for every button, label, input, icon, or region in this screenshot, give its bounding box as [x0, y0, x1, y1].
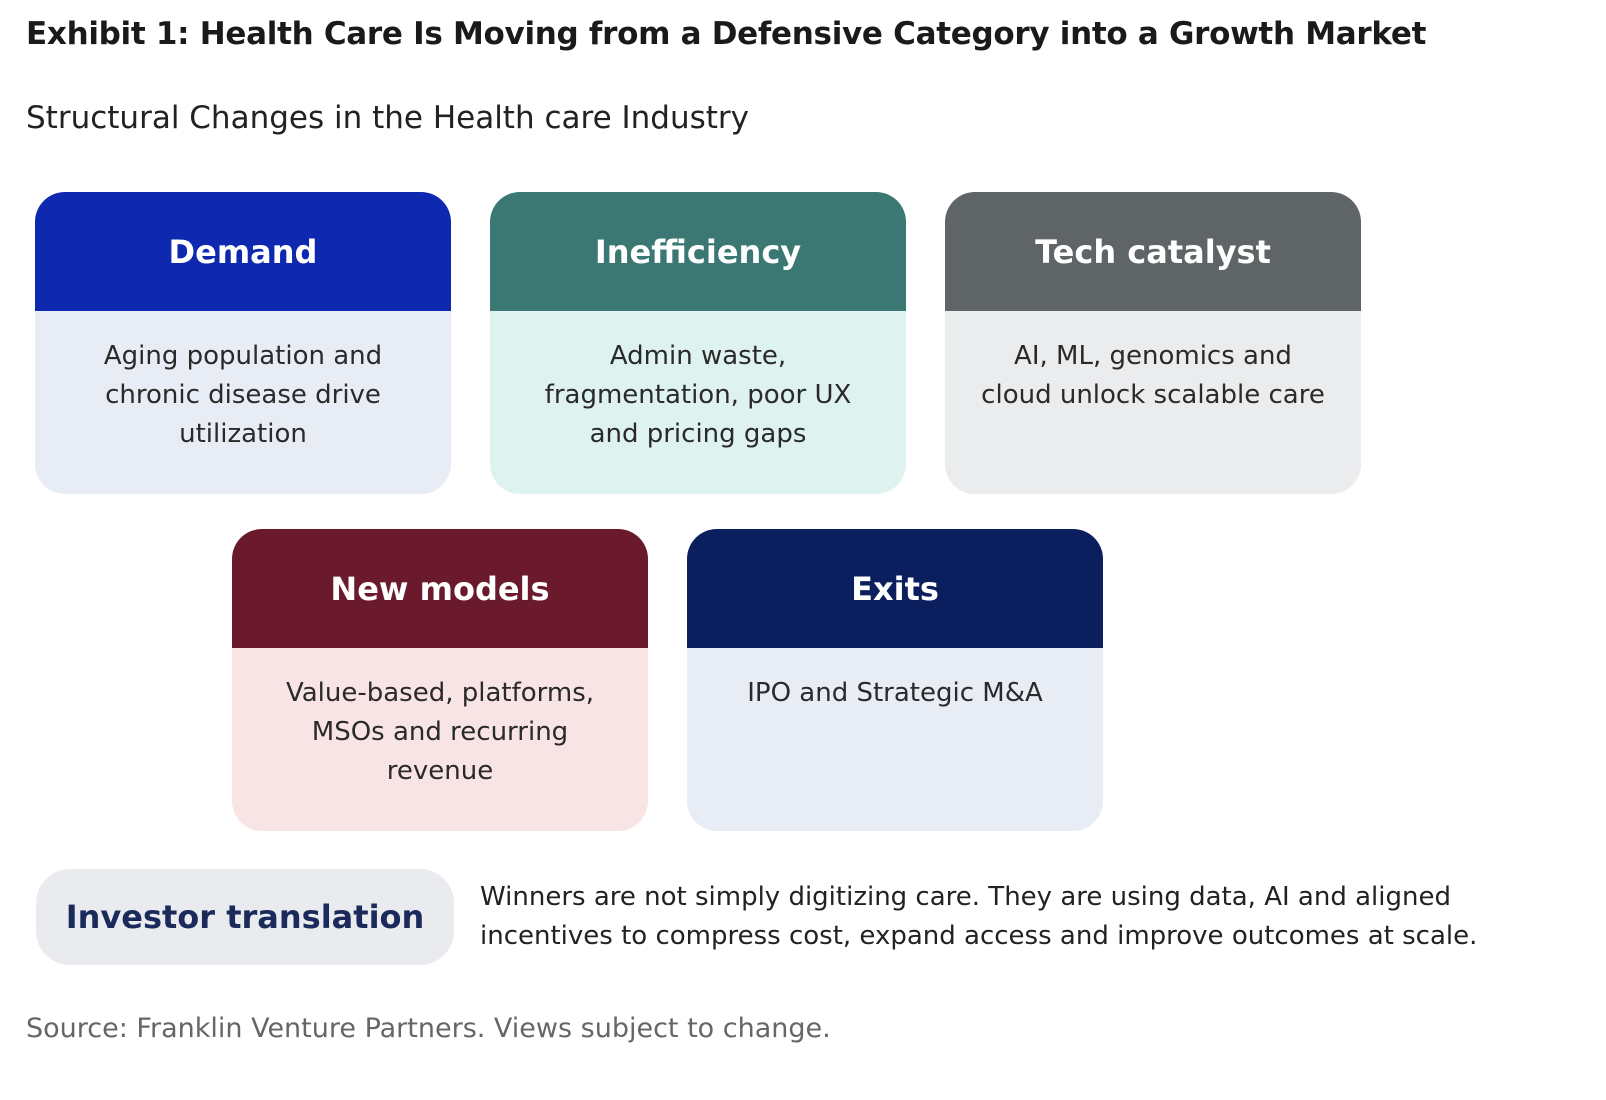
investor-translation-label: Investor translation	[36, 869, 454, 965]
card-demand: Demand Aging population and chronic dise…	[35, 192, 451, 494]
investor-translation-text: Winners are not simply digitizing care. …	[480, 882, 1478, 951]
card-body: IPO and Strategic M&A	[687, 648, 1103, 831]
card-header: Inefficiency	[490, 192, 906, 311]
card-tech-catalyst: Tech catalyst AI, ML, genomics and cloud…	[945, 192, 1361, 494]
exhibit-title: Exhibit 1: Health Care Is Moving from a …	[26, 16, 1427, 52]
card-body: Value-based, platforms, MSOs and recurri…	[232, 648, 648, 831]
card-body: AI, ML, genomics and cloud unlock scalab…	[945, 311, 1361, 494]
subtitle: Structural Changes in the Health care In…	[26, 100, 750, 136]
card-header: Exits	[687, 529, 1103, 648]
card-new-models: New models Value-based, platforms, MSOs …	[232, 529, 648, 831]
card-header: Tech catalyst	[945, 192, 1361, 311]
card-header: New models	[232, 529, 648, 648]
source-note: Source: Franklin Venture Partners. Views…	[26, 1013, 831, 1044]
card-body: Aging population and chronic disease dri…	[35, 311, 451, 494]
card-inefficiency: Inefficiency Admin waste, fragmentation,…	[490, 192, 906, 494]
card-body: Admin waste, fragmentation, poor UX and …	[490, 311, 906, 494]
card-header: Demand	[35, 192, 451, 311]
card-exits: Exits IPO and Strategic M&A	[687, 529, 1103, 831]
